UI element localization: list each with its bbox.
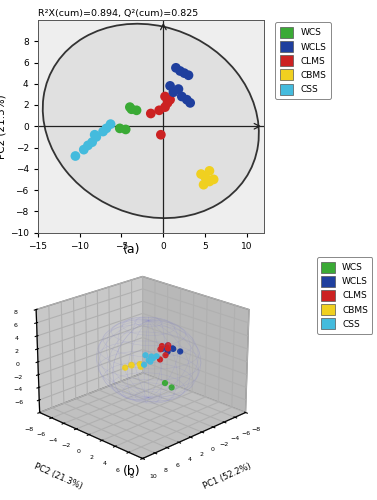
Point (184, 96, 190, 104)
Point (158, 130, 164, 138)
Point (72, 152, 78, 160)
Point (185, 71, 192, 79)
Point (127, 103, 133, 111)
Point (211, 176, 217, 184)
Point (133, 106, 139, 114)
Point (170, 88, 176, 96)
Text: (a): (a) (123, 242, 141, 256)
Point (162, 92, 168, 100)
Point (156, 106, 162, 114)
Point (85, 142, 91, 150)
Legend: WCS, WCLS, CLMS, CBMS, CSS: WCS, WCLS, CLMS, CBMS, CSS (317, 257, 372, 334)
X-axis label: PC1 (52.2%): PC1 (52.2%) (118, 254, 183, 264)
Point (93, 133, 100, 141)
Point (162, 103, 168, 111)
Point (198, 170, 204, 178)
Legend: WCS, WCLS, CLMS, CBMS, CSS: WCS, WCLS, CLMS, CBMS, CSS (275, 22, 331, 99)
Point (202, 174, 208, 182)
Text: (b): (b) (123, 464, 141, 477)
Point (201, 180, 207, 188)
Point (92, 130, 98, 138)
Point (103, 124, 109, 132)
Point (181, 69, 187, 77)
Text: R²X(cum)=0.894, Q²(cum)=0.825: R²X(cum)=0.894, Q²(cum)=0.825 (38, 9, 198, 18)
Point (179, 92, 185, 100)
Point (89, 138, 95, 146)
Point (81, 146, 87, 154)
Point (173, 64, 179, 72)
Point (107, 120, 113, 128)
Point (177, 67, 183, 75)
Point (148, 110, 154, 118)
Point (117, 124, 123, 132)
Ellipse shape (43, 24, 259, 218)
Point (207, 178, 213, 186)
Point (123, 126, 129, 134)
Y-axis label: PC2 (21.3%): PC2 (21.3%) (0, 94, 7, 158)
Point (175, 85, 181, 93)
Y-axis label: PC2 (21.3%): PC2 (21.3%) (33, 462, 84, 491)
X-axis label: PC1 (52.2%): PC1 (52.2%) (202, 462, 253, 491)
Point (207, 167, 213, 175)
Point (167, 82, 173, 90)
Point (100, 128, 106, 136)
Point (187, 99, 193, 107)
Point (129, 106, 135, 114)
Point (167, 96, 173, 104)
Point (164, 99, 170, 107)
